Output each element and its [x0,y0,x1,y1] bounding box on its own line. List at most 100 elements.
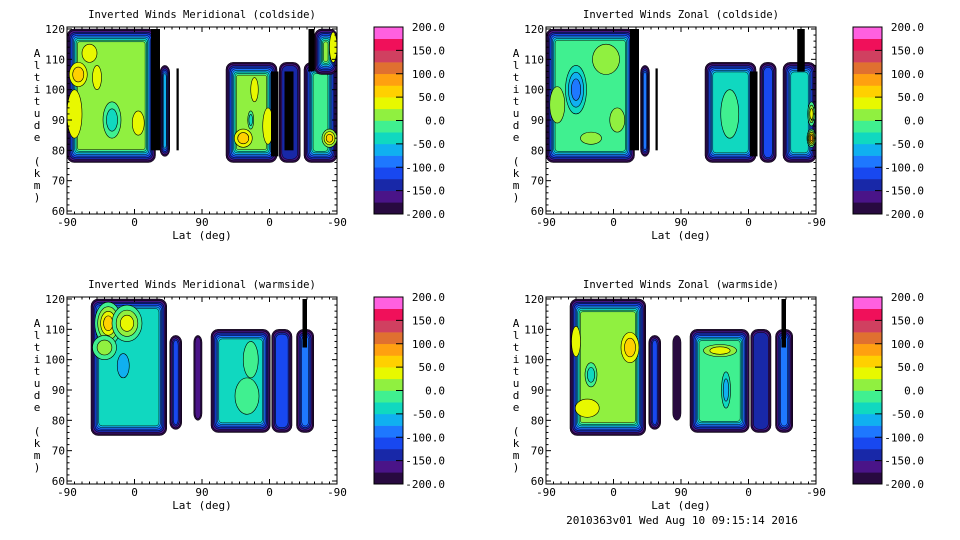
x-tick-label: 0 [131,216,138,229]
colorbar-label: 50.0 [419,91,446,104]
colorbar-swatch [374,50,403,63]
contour-blob [116,353,130,379]
contour-blob [248,114,253,126]
x-tick-label: -90 [806,216,826,229]
colorbar-label: 100.0 [891,68,924,81]
colorbar-swatch [374,332,403,345]
colorbar-swatch [853,297,882,309]
colorbar-swatch [374,120,403,133]
y-tick-label: 100 [45,84,65,97]
contour-blob [624,337,636,358]
y-axis-label: Altitude (km) [510,317,523,473]
colorbar-swatch [374,472,403,485]
colorbar-swatch [853,62,882,75]
contour-dense-region [655,68,658,151]
plot-area [67,28,337,163]
colorbar-label: 150.0 [412,44,445,57]
chart-title: Inverted Winds Meridional (warmside) [88,279,316,291]
colorbar-swatch [374,308,403,321]
colorbar-swatch [374,402,403,415]
colorbar-label: -200.0 [884,478,924,491]
colorbar-swatch [853,425,882,438]
y-tick-label: 100 [524,84,544,97]
colorbar-swatch [374,108,403,121]
x-tick-label: -90 [806,486,826,499]
contour-level [790,71,809,154]
contour-level [763,66,773,158]
colorbar-swatch [853,143,882,156]
colorbar-swatch [374,167,403,180]
y-tick-label: 80 [531,144,544,157]
colorbar-swatch [374,425,403,438]
colorbar-swatch [853,108,882,121]
contour-region [750,329,772,433]
colorbar-swatch [853,50,882,63]
colorbar: 200.0 150.0 100.0 50.0 0.0 -50.0 -100.0 -150.0 -… [852,21,924,221]
contour-dense-region [781,299,786,348]
contour-level [194,336,201,419]
contour-dense-region [308,29,315,72]
contour-dense-region [302,299,307,348]
y-tick-label: 120 [45,23,65,36]
y-tick-label: 120 [45,293,65,306]
contour-region [569,298,646,436]
colorbar-label: 50.0 [898,361,925,374]
colorbar-swatch [374,132,403,145]
contour-region [210,329,271,433]
y-tick-label: 100 [45,354,65,367]
contour-level [163,73,167,149]
contour-region [67,28,156,163]
x-axis-label: Lat (deg) [651,499,711,512]
y-tick-label: 90 [52,114,65,127]
colorbar-swatch [853,332,882,345]
x-tick-label: 0 [745,486,752,499]
colorbar-swatch [853,390,882,403]
colorbar-swatch [374,97,403,110]
contour-blob [329,31,337,63]
contour-blob [809,108,814,120]
colorbar-swatch [853,320,882,333]
y-tick-label: 70 [52,445,65,458]
colorbar-swatch [853,190,882,203]
colorbar-label: -50.0 [412,408,445,421]
colorbar-label: -200.0 [405,478,445,491]
contour-blob [106,108,118,132]
contour-region [672,335,682,421]
colorbar-swatch [853,178,882,191]
x-tick-label: 90 [195,486,208,499]
colorbar-label: 200.0 [412,21,445,34]
colorbar-swatch [853,472,882,485]
contour-blob [96,339,113,356]
colorbar-swatch [374,378,403,391]
colorbar-swatch [853,308,882,321]
contour-region [296,329,314,433]
colorbar-swatch [853,155,882,168]
x-tick-label: 0 [745,216,752,229]
contour-level [652,339,658,425]
contour-blob [587,367,595,383]
colorbar-label: -150.0 [884,455,924,468]
colorbar: 200.0 150.0 100.0 50.0 0.0 -50.0 -100.0 -150.0 -… [373,291,445,491]
colorbar-label: -100.0 [405,431,445,444]
colorbar-swatch [853,132,882,145]
colorbar-swatch [853,27,882,39]
plot-area [546,28,816,163]
contour-level [275,333,289,428]
contour-region [546,28,635,163]
contour-level [323,41,329,62]
contour-blob [237,132,250,145]
contour-region [169,335,182,430]
chart-title: Inverted Winds Zonal (coldside) [583,9,779,21]
colorbar-swatch [374,390,403,403]
colorbar-label: -150.0 [405,185,445,198]
colorbar-label: -200.0 [405,208,445,221]
y-tick-label: 60 [52,475,65,488]
y-tick-label: 90 [531,384,544,397]
contour-blob [120,314,134,332]
colorbar-swatch [853,120,882,133]
x-axis-label: Lat (deg) [172,229,232,242]
x-tick-label: -90 [536,216,556,229]
